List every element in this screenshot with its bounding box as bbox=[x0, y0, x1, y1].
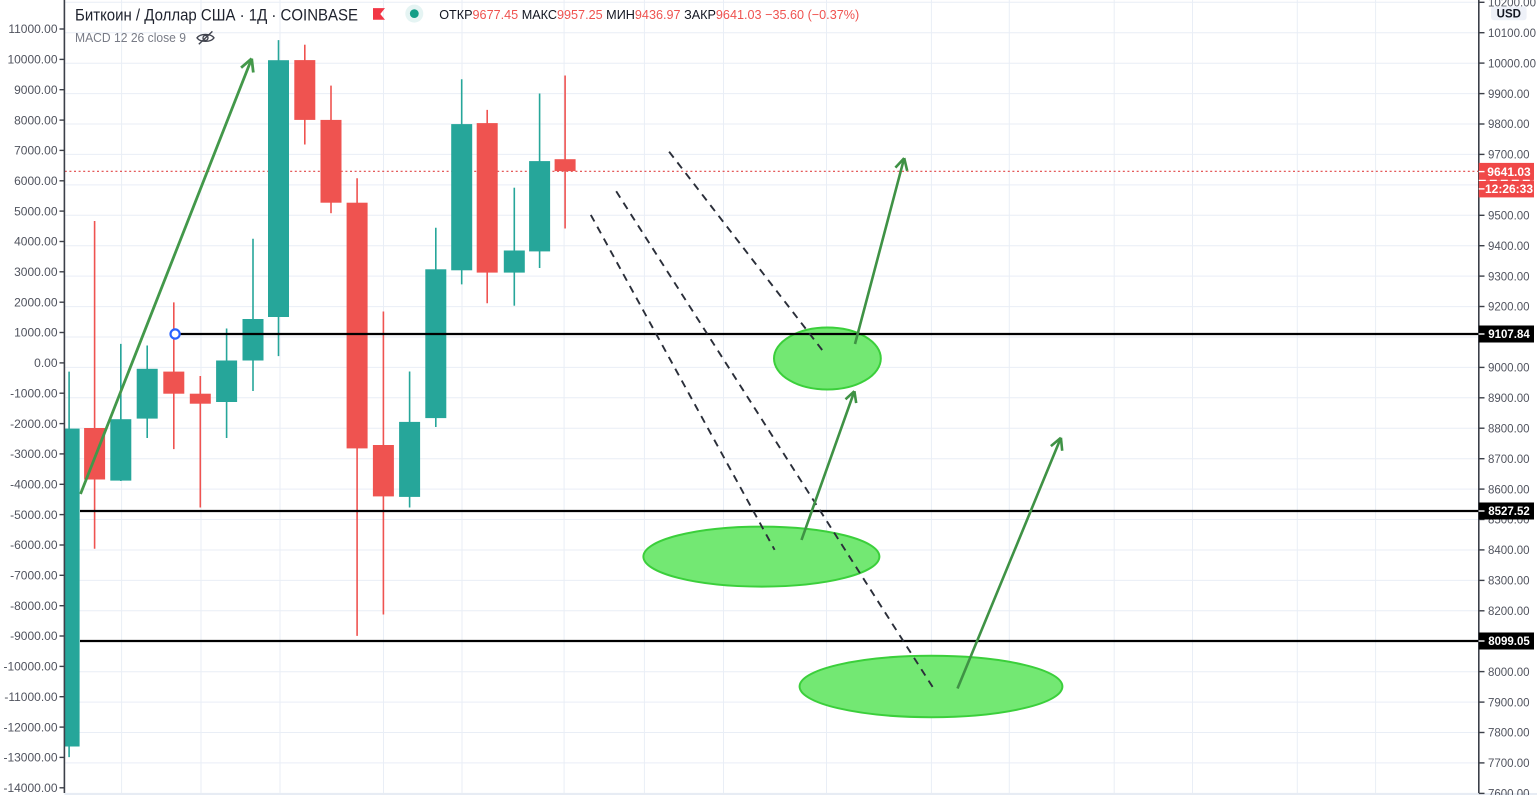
svg-text:0.00: 0.00 bbox=[34, 356, 58, 370]
svg-text:2000.00: 2000.00 bbox=[14, 295, 58, 309]
svg-text:-5000.00: -5000.00 bbox=[10, 508, 58, 522]
svg-text:9200.00: 9200.00 bbox=[1488, 302, 1530, 314]
svg-text:MACD 12 26 close 9: MACD 12 26 close 9 bbox=[75, 30, 186, 45]
svg-text:1000.00: 1000.00 bbox=[14, 326, 58, 340]
svg-text:7900.00: 7900.00 bbox=[1488, 697, 1530, 709]
svg-text:12:26:33: 12:26:33 bbox=[1485, 182, 1533, 196]
svg-text:8527.52: 8527.52 bbox=[1488, 506, 1530, 518]
svg-text:9700.00: 9700.00 bbox=[1488, 150, 1530, 162]
svg-text:6000.00: 6000.00 bbox=[14, 174, 58, 188]
svg-text:7800.00: 7800.00 bbox=[1488, 728, 1530, 740]
svg-text:4000.00: 4000.00 bbox=[14, 235, 58, 249]
svg-text:-9000.00: -9000.00 bbox=[10, 629, 58, 643]
svg-text:8700.00: 8700.00 bbox=[1488, 454, 1530, 466]
svg-text:USD: USD bbox=[1497, 8, 1521, 20]
svg-text:10100.00: 10100.00 bbox=[1488, 28, 1536, 40]
svg-text:9900.00: 9900.00 bbox=[1488, 89, 1530, 101]
svg-text:7000.00: 7000.00 bbox=[14, 144, 58, 158]
svg-text:-8000.00: -8000.00 bbox=[10, 599, 58, 613]
svg-text:9000.00: 9000.00 bbox=[1488, 363, 1530, 375]
svg-text:11000.00: 11000.00 bbox=[8, 22, 57, 36]
svg-text:9641.03: 9641.03 bbox=[1487, 165, 1531, 179]
svg-text:9800.00: 9800.00 bbox=[1488, 119, 1530, 131]
svg-text:10200.00: 10200.00 bbox=[1488, 0, 1536, 10]
svg-text:-4000.00: -4000.00 bbox=[10, 478, 58, 492]
svg-text:-7000.00: -7000.00 bbox=[10, 569, 58, 583]
svg-text:8300.00: 8300.00 bbox=[1488, 576, 1530, 588]
svg-text:9500.00: 9500.00 bbox=[1488, 211, 1530, 223]
svg-text:9000.00: 9000.00 bbox=[14, 83, 58, 97]
svg-text:-12000.00: -12000.00 bbox=[3, 720, 57, 734]
svg-text:8400.00: 8400.00 bbox=[1488, 545, 1530, 557]
svg-text:5000.00: 5000.00 bbox=[14, 204, 58, 218]
svg-text:10000.00: 10000.00 bbox=[7, 53, 57, 67]
svg-text:-14000.00: -14000.00 bbox=[3, 781, 57, 795]
svg-text:Биткоин / Доллар США · 1Д · CO: Биткоин / Доллар США · 1Д · COINBASE bbox=[75, 5, 358, 24]
svg-text:3000.00: 3000.00 bbox=[14, 265, 58, 279]
svg-text:8600.00: 8600.00 bbox=[1488, 484, 1530, 496]
svg-text:-13000.00: -13000.00 bbox=[3, 751, 57, 765]
svg-text:8000.00: 8000.00 bbox=[14, 113, 58, 127]
svg-text:-10000.00: -10000.00 bbox=[3, 660, 57, 674]
svg-text:9107.84: 9107.84 bbox=[1488, 329, 1530, 341]
svg-text:8000.00: 8000.00 bbox=[1488, 667, 1530, 679]
svg-text:-2000.00: -2000.00 bbox=[10, 417, 58, 431]
svg-text:8900.00: 8900.00 bbox=[1488, 393, 1530, 405]
svg-text:9300.00: 9300.00 bbox=[1488, 271, 1530, 283]
svg-text:-1000.00: -1000.00 bbox=[10, 386, 58, 400]
svg-text:-11000.00: -11000.00 bbox=[4, 690, 57, 704]
svg-text:7600.00: 7600.00 bbox=[1488, 789, 1530, 795]
svg-text:-6000.00: -6000.00 bbox=[10, 538, 58, 552]
svg-text:8800.00: 8800.00 bbox=[1488, 423, 1530, 435]
svg-text:8099.05: 8099.05 bbox=[1488, 636, 1530, 648]
svg-text:10000.00: 10000.00 bbox=[1488, 58, 1536, 70]
svg-text:7700.00: 7700.00 bbox=[1488, 758, 1530, 770]
svg-text:9400.00: 9400.00 bbox=[1488, 241, 1530, 253]
svg-text:ОТКР9677.45 МАКС9957.25 МИН943: ОТКР9677.45 МАКС9957.25 МИН9436.97 ЗАКР9… bbox=[439, 7, 859, 22]
svg-text:8200.00: 8200.00 bbox=[1488, 606, 1530, 618]
svg-text:-3000.00: -3000.00 bbox=[10, 447, 58, 461]
